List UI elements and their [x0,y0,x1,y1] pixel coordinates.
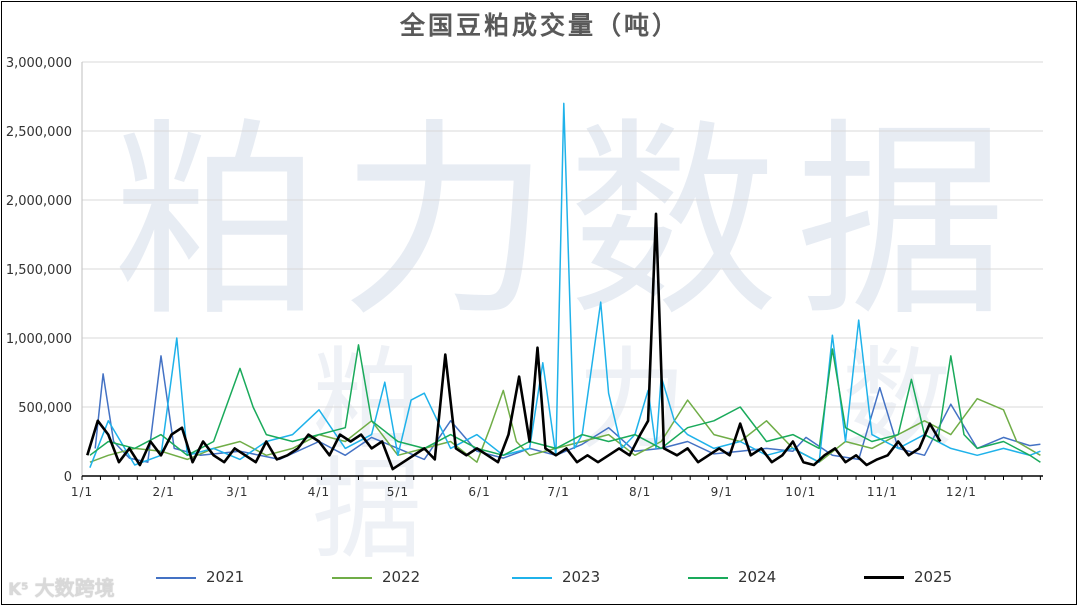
x-tick-label: 4/1 [308,485,330,499]
series-line-2023 [89,102,1041,468]
legend-label: 2025 [914,568,953,586]
x-tick-label: 10/1 [785,485,816,499]
y-tick-label: 3,000,000 [6,56,72,71]
series-line-2024 [89,344,1041,463]
y-tick-label: 2,500,000 [6,125,72,140]
legend-item-2023: 2023 [512,568,600,586]
chart-title: 全国豆粕成交量（吨） [399,11,680,40]
legend-label: 2023 [562,568,601,586]
legend-swatch [156,576,196,579]
legend-swatch [688,576,728,579]
series-line-2021 [94,355,1041,463]
x-tick-label: 11/1 [867,485,898,499]
y-tick-label: 1,000,000 [6,332,72,347]
y-tick-label: 2,000,000 [6,194,72,209]
legend-label: 2024 [738,568,777,586]
y-tick-label: 500,000 [18,401,72,416]
legend-swatch [512,576,552,579]
x-tick-label: 9/1 [711,485,733,499]
brand-watermark: K⁵ 大数跨境 [8,572,115,601]
legend-label: 2021 [206,568,245,586]
brand-logo-icon: K⁵ [8,580,29,600]
legend-item-2025: 2025 [864,568,952,586]
x-tick-label: 1/1 [71,485,93,499]
legend-item-2021: 2021 [156,568,244,586]
x-tick-label: 3/1 [226,485,248,499]
brand-text: 大数跨境 [34,576,115,600]
x-tick-label: 7/1 [547,485,569,499]
x-tick-label: 6/1 [468,485,490,499]
series-line-2025 [86,212,942,471]
legend-item-2022: 2022 [332,568,420,586]
y-tick-label: 0 [64,470,72,485]
x-tick-label: 2/1 [152,485,174,499]
legend-item-2024: 2024 [688,568,776,586]
x-tick-label: 8/1 [629,485,651,499]
y-tick-label: 1,500,000 [6,263,72,278]
x-tick-label: 12/1 [946,485,977,499]
x-tick-label: 5/1 [387,485,409,499]
legend-swatch [864,576,904,579]
legend-label: 2022 [382,568,421,586]
legend-swatch [332,576,372,579]
